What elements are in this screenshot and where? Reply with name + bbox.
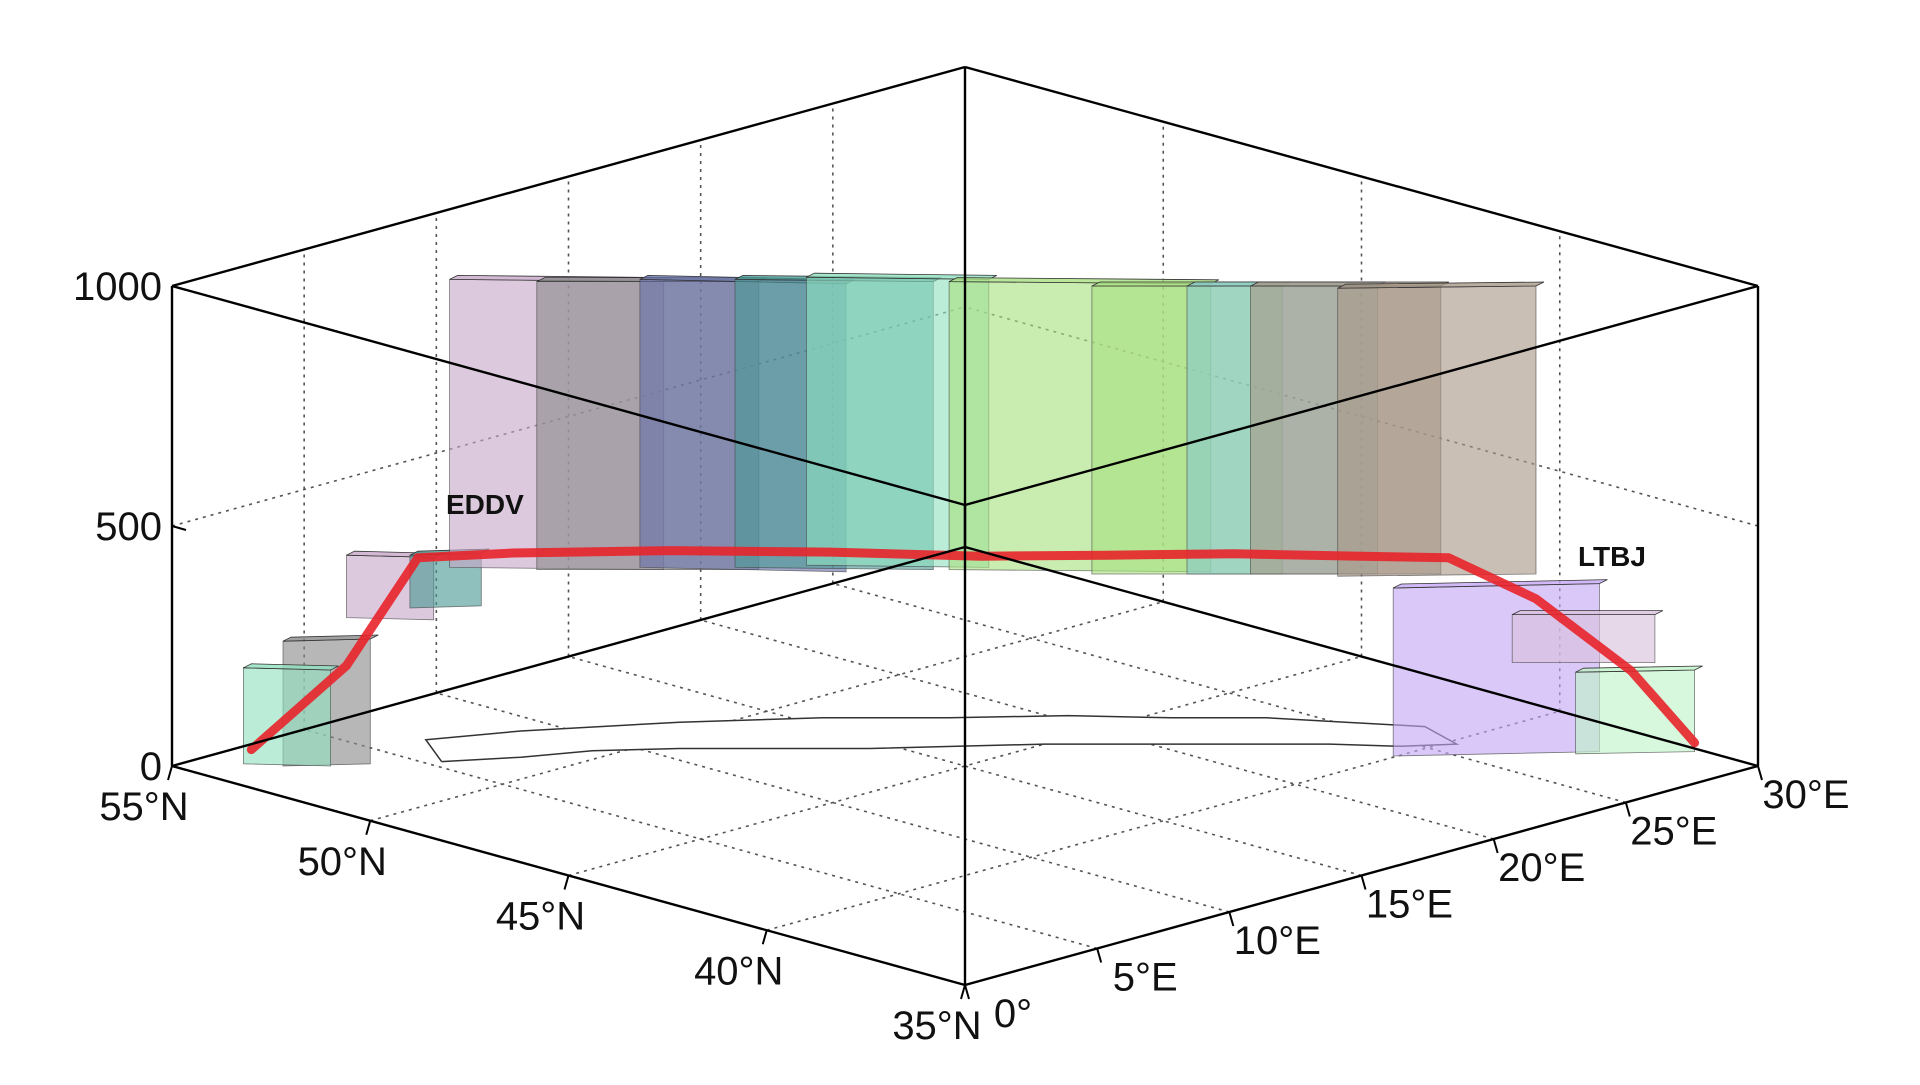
z-tick-mark — [171, 765, 187, 771]
airspace-sector-top — [243, 663, 339, 671]
lat-tick-label: 50°N — [298, 840, 387, 884]
axis-box-edge — [964, 65, 1759, 288]
lon-tick-label: 30°E — [1762, 773, 1849, 817]
airspace-sector-top — [282, 634, 379, 642]
lon-tick-mark — [1228, 911, 1235, 927]
lon-tick-label: 10°E — [1234, 919, 1321, 963]
lat-tick-mark — [960, 984, 966, 1000]
lon-tick-label: 15°E — [1366, 883, 1453, 927]
lat-tick-mark — [761, 929, 768, 945]
gridline-floor-lon — [436, 692, 1230, 913]
lon-tick-label: 5°E — [1113, 956, 1178, 1000]
flight-route — [246, 546, 1700, 755]
airspace-sector — [1392, 583, 1600, 757]
gridline-wall-z — [171, 306, 966, 527]
z-tick-label: 500 — [95, 505, 162, 549]
lon-tick-mark — [1360, 875, 1367, 890]
lon-tick-label: 0° — [994, 992, 1032, 1036]
lat-tick-label: 35°N — [892, 1004, 981, 1048]
airspace-sector-top — [1337, 281, 1545, 289]
lat-tick-label: 55°N — [99, 785, 188, 829]
axis-box-edge — [964, 284, 1759, 507]
axis-box-edge — [171, 65, 966, 288]
axis-box-edge — [171, 284, 966, 507]
airspace-sector — [1575, 669, 1695, 755]
z-tick-mark — [171, 285, 187, 291]
flight-route-line — [246, 546, 1700, 755]
lat-tick-label: 45°N — [496, 895, 585, 939]
chart-tick-labels: 0 500 1000 55°N 50°N 45°N 40°N 35°N 0° 5°E 10°E 15°… — [73, 265, 1850, 1048]
lon-tick-mark — [1096, 948, 1103, 963]
lat-tick-mark — [167, 765, 173, 781]
airspace-sector-top — [1575, 665, 1703, 673]
airspace-sector — [1337, 285, 1537, 577]
lon-tick-mark — [1624, 802, 1631, 817]
lon-tick-label: 25°E — [1630, 810, 1717, 854]
airspace-sector-blocks — [242, 272, 1703, 767]
airspace-sector-top — [806, 272, 997, 280]
lon-tick-mark — [1492, 838, 1499, 854]
country-outline-floor — [424, 714, 1460, 763]
lat-tick-mark — [365, 820, 372, 836]
lon-tick-label: 20°E — [1498, 846, 1585, 890]
annotation-destination: LTBJ — [1578, 541, 1646, 572]
z-tick-mark — [171, 525, 187, 531]
axis-box-edge — [171, 545, 966, 768]
gridline-floor-lon — [568, 655, 1362, 877]
annotation-origin: EDDV — [446, 489, 524, 520]
lat-tick-mark — [563, 875, 570, 890]
gridline-wall-z — [964, 306, 1759, 527]
lon-tick-mark — [964, 984, 970, 1000]
z-tick-label: 1000 — [73, 265, 162, 309]
lon-tick-mark — [1757, 765, 1763, 781]
airspace-sector-top — [1512, 610, 1664, 615]
gridline-floor-lon — [832, 582, 1627, 804]
country-outline — [424, 714, 1460, 763]
gridline-floor-lon — [700, 619, 1494, 840]
axis-box-edge — [964, 545, 1759, 768]
z-tick-label: 0 — [140, 745, 162, 789]
lat-tick-label: 40°N — [694, 949, 783, 993]
gridline-floor-lat — [568, 655, 1362, 877]
gridline-floor-lat — [766, 710, 1560, 932]
